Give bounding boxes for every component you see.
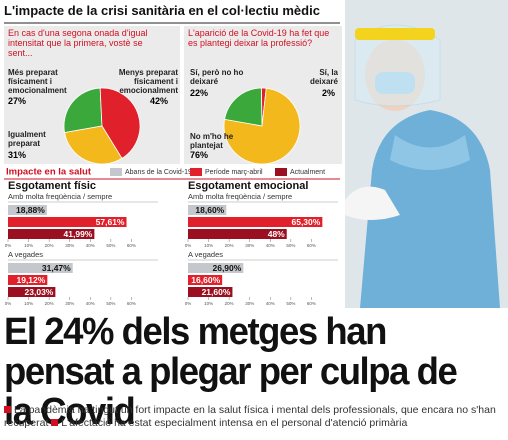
section-title: Esgotament físic [8, 180, 96, 192]
bar [8, 229, 95, 239]
x-tick-label: 30% [245, 301, 254, 306]
bullet-text: La pandèmia ha tingut un fort impacte en… [4, 404, 496, 429]
legend-swatch [110, 168, 122, 176]
bar [8, 217, 127, 227]
legend-label: Actualment [290, 169, 325, 176]
bar-value-label: 65,30% [291, 217, 320, 227]
x-tick-label: 40% [86, 301, 95, 306]
x-tick-label: 0% [185, 243, 192, 248]
group-label: Amb molta freqüència / sempre [188, 192, 292, 201]
x-tick-label: 60% [307, 243, 316, 248]
x-tick-label: 20% [45, 243, 54, 248]
x-tick-label: 20% [45, 301, 54, 306]
slice-label: No m'ho he plantejat [190, 132, 234, 150]
bar-value-label: 48% [268, 229, 285, 239]
x-tick-label: 20% [225, 301, 234, 306]
x-tick-label: 40% [266, 301, 275, 306]
slice-label: Menys preparat físicament i emocionalmen… [118, 68, 178, 95]
pie-question: En cas d'una segona onada d'igual intens… [8, 28, 148, 58]
headline: El 24% dels metges han pensat a plegar p… [4, 311, 458, 433]
slice-value: 42% [150, 96, 169, 106]
bar [188, 217, 323, 227]
legend-title: Impacte en la salut [6, 167, 92, 178]
bar-value-label: 16,60% [191, 275, 220, 285]
slice-label: Més preparat físicament i emocionalment [8, 68, 67, 95]
slice-label: Sí, la deixaré [309, 68, 338, 86]
bar-value-label: 57,61% [96, 217, 125, 227]
x-tick-label: 30% [245, 243, 254, 248]
pie-slice [64, 125, 123, 165]
x-tick-label: 60% [127, 301, 136, 306]
x-tick-label: 40% [86, 243, 95, 248]
bar [188, 205, 227, 215]
x-tick-label: 0% [185, 301, 192, 306]
x-tick-label: 10% [24, 301, 33, 306]
section-title: Esgotament emocional [188, 180, 308, 192]
bar-value-label: 18,60% [195, 205, 224, 215]
infographic: Impacte en la salut Abans de la Covid-19 P… [4, 0, 508, 308]
bullet-icon [4, 406, 11, 413]
x-tick-label: 30% [65, 301, 74, 306]
pie-slice [224, 87, 263, 127]
bar [188, 287, 233, 297]
photo [345, 0, 508, 308]
slice-label: Igualment preparat [8, 130, 46, 148]
slice-value: 76% [190, 150, 209, 160]
slice-value: 27% [8, 96, 27, 106]
x-tick-label: 60% [307, 301, 316, 306]
legend-swatch [190, 168, 202, 176]
x-tick-label: 0% [5, 243, 12, 248]
bullet-text: L'afectació ha estat especialment intens… [61, 417, 408, 429]
bar-value-label: 26,90% [212, 263, 241, 273]
pie-question: L'aparició de la Covid-19 ha fet que es … [188, 28, 330, 48]
x-tick-label: 20% [225, 243, 234, 248]
bar [8, 287, 56, 297]
bullets: La pandèmia ha tingut un fort impacte en… [4, 404, 504, 430]
bar [8, 205, 47, 215]
pie-slice [99, 87, 141, 159]
bar-value-label: 21,60% [202, 287, 231, 297]
bullet-icon [51, 419, 59, 426]
slice-label: Sí, però no ho deixaré [190, 68, 244, 86]
bar [8, 275, 48, 285]
legend-label: Abans de la Covid-19 [125, 169, 192, 176]
slice-value: 31% [8, 150, 27, 160]
x-tick-label: 40% [266, 243, 275, 248]
x-tick-label: 10% [204, 301, 213, 306]
x-tick-label: 30% [65, 243, 74, 248]
x-tick-label: 50% [286, 243, 295, 248]
bar-value-label: 23,03% [25, 287, 54, 297]
group-label: Amb molta freqüència / sempre [8, 192, 112, 201]
bar-value-label: 19,12% [16, 275, 45, 285]
bar-value-label: 18,88% [16, 205, 45, 215]
group-label: A vegades [188, 250, 223, 259]
slice-value: 22% [190, 88, 209, 98]
group-label: A vegades [8, 250, 43, 259]
title: L'impacte de la crisi sanitària en el co… [4, 3, 320, 18]
x-tick-label: 60% [127, 243, 136, 248]
x-tick-label: 50% [286, 301, 295, 306]
bar [188, 229, 287, 239]
pie-slice [223, 87, 301, 165]
slice-value: 2% [322, 88, 336, 98]
bar [188, 263, 244, 273]
bar [8, 263, 73, 273]
x-tick-label: 10% [204, 243, 213, 248]
legend-swatch [275, 168, 287, 176]
x-tick-label: 50% [106, 301, 115, 306]
bar-value-label: 31,47% [42, 263, 71, 273]
bar-value-label: 41,99% [64, 229, 93, 239]
x-tick-label: 10% [24, 243, 33, 248]
legend-label: Període març-abril [205, 169, 263, 176]
pie-slice [63, 87, 103, 134]
x-tick-label: 0% [5, 301, 12, 306]
bar [188, 275, 223, 285]
x-tick-label: 50% [106, 243, 115, 248]
